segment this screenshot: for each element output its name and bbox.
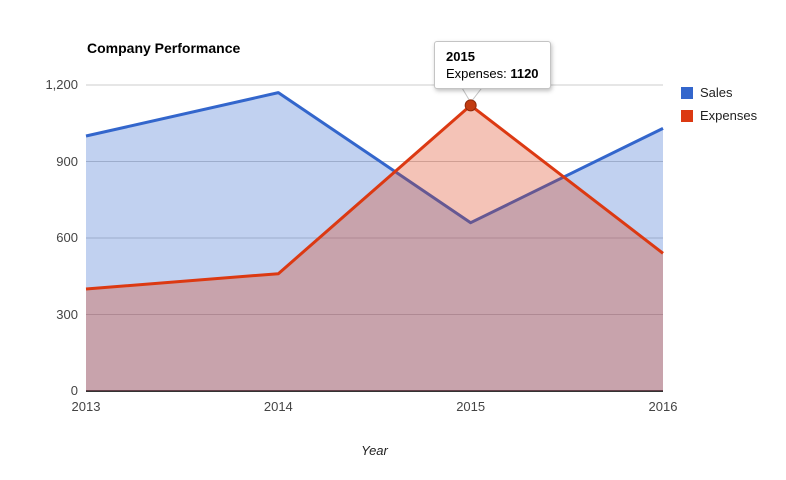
x-tick-label: 2013 xyxy=(71,399,101,414)
area-sales xyxy=(86,92,663,392)
y-tick-label: 300 xyxy=(56,306,78,322)
legend-swatch-icon xyxy=(681,86,693,99)
y-tick-label: 1,200 xyxy=(45,77,78,92)
tooltip-value-line: Expenses: 1120 xyxy=(446,65,539,82)
x-tick-label: 2015 xyxy=(456,399,486,414)
tooltip-category: 2015 xyxy=(446,49,475,64)
legend: Sales Expenses xyxy=(681,85,757,131)
legend-item-sales[interactable]: Sales xyxy=(681,85,757,100)
x-tick-label: 2014 xyxy=(263,399,293,414)
y-tick-label: 600 xyxy=(56,230,78,245)
x-tick-label: 2016 xyxy=(648,399,678,414)
legend-label: Expenses xyxy=(700,108,758,123)
legend-swatch-icon xyxy=(681,109,693,122)
line-sales xyxy=(85,91,664,225)
line-expenses xyxy=(85,103,664,291)
tooltip-value: 1120 xyxy=(510,66,539,81)
y-tick-label: 900 xyxy=(56,153,78,169)
legend-label: Sales xyxy=(700,85,733,100)
x-axis-title: Year xyxy=(361,443,388,458)
tooltip: 2015 Expenses: 1120 xyxy=(434,41,551,89)
highlighted-point[interactable] xyxy=(464,99,477,112)
legend-item-expenses[interactable]: Expenses xyxy=(681,108,757,123)
tooltip-series-label: Expenses: xyxy=(446,66,507,81)
chart-title: Company Performance xyxy=(87,40,241,56)
area-expenses xyxy=(86,105,663,392)
y-tick-label: 0 xyxy=(70,383,78,398)
